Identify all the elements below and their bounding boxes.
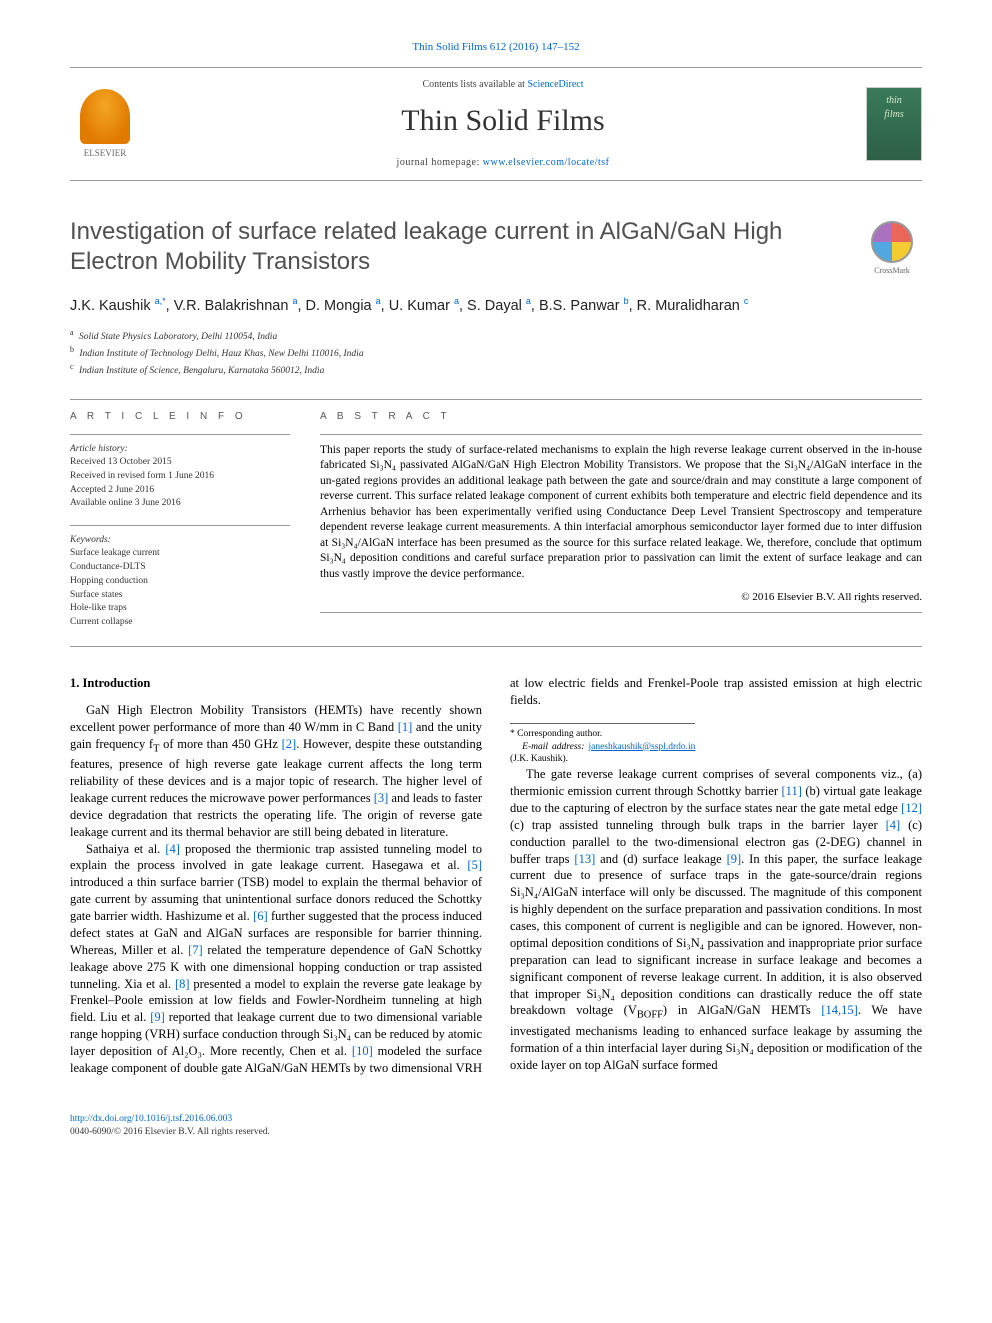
citation-link[interactable]: [4] <box>886 818 901 832</box>
citation-link[interactable]: [11] <box>782 784 802 798</box>
journal-cover-thumbnail: thin films <box>866 87 922 161</box>
divider <box>70 434 290 435</box>
article-info-heading: A R T I C L E I N F O <box>70 410 290 424</box>
elsevier-logo: ELSEVIER <box>70 84 140 164</box>
citation-link[interactable]: [7] <box>188 943 203 957</box>
citation-link[interactable]: [3] <box>374 791 389 805</box>
abstract-heading: A B S T R A C T <box>320 410 922 424</box>
article-title: Investigation of surface related leakage… <box>70 217 846 277</box>
cover-text-line1: thin <box>886 94 902 108</box>
crossmark-badge[interactable]: CrossMark <box>862 221 922 281</box>
elsevier-tree-icon <box>80 89 130 144</box>
homepage-link[interactable]: www.elsevier.com/locate/tsf <box>483 157 610 168</box>
corr-who: (J.K. Kaushik). <box>510 754 568 764</box>
journal-name: Thin Solid Films <box>140 100 866 142</box>
keywords-label: Keywords: <box>70 534 290 547</box>
citation-link[interactable]: [14,15] <box>821 1003 857 1017</box>
body-paragraph: GaN High Electron Mobility Transistors (… <box>70 702 482 841</box>
journal-header: ELSEVIER Contents lists available at Sci… <box>70 67 922 181</box>
affiliations: a Solid State Physics Laboratory, Delhi … <box>70 327 922 379</box>
body-text: 1. Introduction GaN High Electron Mobili… <box>70 675 922 1077</box>
citation-link[interactable]: [4] <box>165 842 180 856</box>
abstract-text: This paper reports the study of surface-… <box>320 443 922 583</box>
corr-star: * <box>510 729 515 739</box>
keywords-list: Surface leakage currentConductance-DLTSH… <box>70 547 290 630</box>
crossmark-icon <box>871 221 913 263</box>
history-label: Article history: <box>70 443 290 456</box>
citation-link[interactable]: [9] <box>150 1010 165 1024</box>
divider <box>70 525 290 526</box>
elsevier-label: ELSEVIER <box>84 147 127 160</box>
journal-reference: Thin Solid Films 612 (2016) 147–152 <box>70 40 922 55</box>
author-list: J.K. Kaushik a,*, V.R. Balakrishnan a, D… <box>70 295 922 316</box>
divider <box>70 399 922 400</box>
page-footer: http://dx.doi.org/10.1016/j.tsf.2016.06.… <box>70 1113 922 1140</box>
divider <box>320 434 922 435</box>
abstract-column: A B S T R A C T This paper reports the s… <box>320 410 922 630</box>
section-heading-intro: 1. Introduction <box>70 675 482 692</box>
sciencedirect-link[interactable]: ScienceDirect <box>527 79 583 90</box>
citation-link[interactable]: [1] <box>398 720 413 734</box>
article-info-column: A R T I C L E I N F O Article history: R… <box>70 410 290 630</box>
abstract-copyright: © 2016 Elsevier B.V. All rights reserved… <box>320 590 922 605</box>
citation-link[interactable]: [5] <box>467 858 482 872</box>
citation-link[interactable]: [2] <box>282 737 297 751</box>
corresponding-author-note: * Corresponding author. E-mail address: … <box>510 723 695 766</box>
homepage-line: journal homepage: www.elsevier.com/locat… <box>140 156 866 170</box>
email-label: E-mail address: <box>522 742 584 752</box>
doi-link[interactable]: http://dx.doi.org/10.1016/j.tsf.2016.06.… <box>70 1114 232 1124</box>
contents-prefix: Contents lists available at <box>422 79 527 90</box>
corr-label: Corresponding author. <box>517 729 602 739</box>
crossmark-label: CrossMark <box>874 265 910 276</box>
citation-link[interactable]: [9] <box>727 852 742 866</box>
citation-link[interactable]: [8] <box>175 977 190 991</box>
citation-link[interactable]: [10] <box>352 1044 373 1058</box>
body-paragraph: The gate reverse leakage current compris… <box>510 766 922 1073</box>
citation-link[interactable]: [13] <box>574 852 595 866</box>
homepage-prefix: journal homepage: <box>397 157 483 168</box>
cover-text-line2: films <box>884 108 903 122</box>
citation-link[interactable]: [6] <box>253 909 268 923</box>
contents-list-line: Contents lists available at ScienceDirec… <box>140 78 866 92</box>
citation-link[interactable]: [12] <box>901 801 922 815</box>
issn-copyright: 0040-6090/© 2016 Elsevier B.V. All right… <box>70 1127 270 1137</box>
divider <box>320 612 922 613</box>
divider <box>70 646 922 647</box>
corr-email-link[interactable]: janeshkaushik@sspl.drdo.in <box>588 742 695 752</box>
history-lines: Received 13 October 2015Received in revi… <box>70 456 290 511</box>
